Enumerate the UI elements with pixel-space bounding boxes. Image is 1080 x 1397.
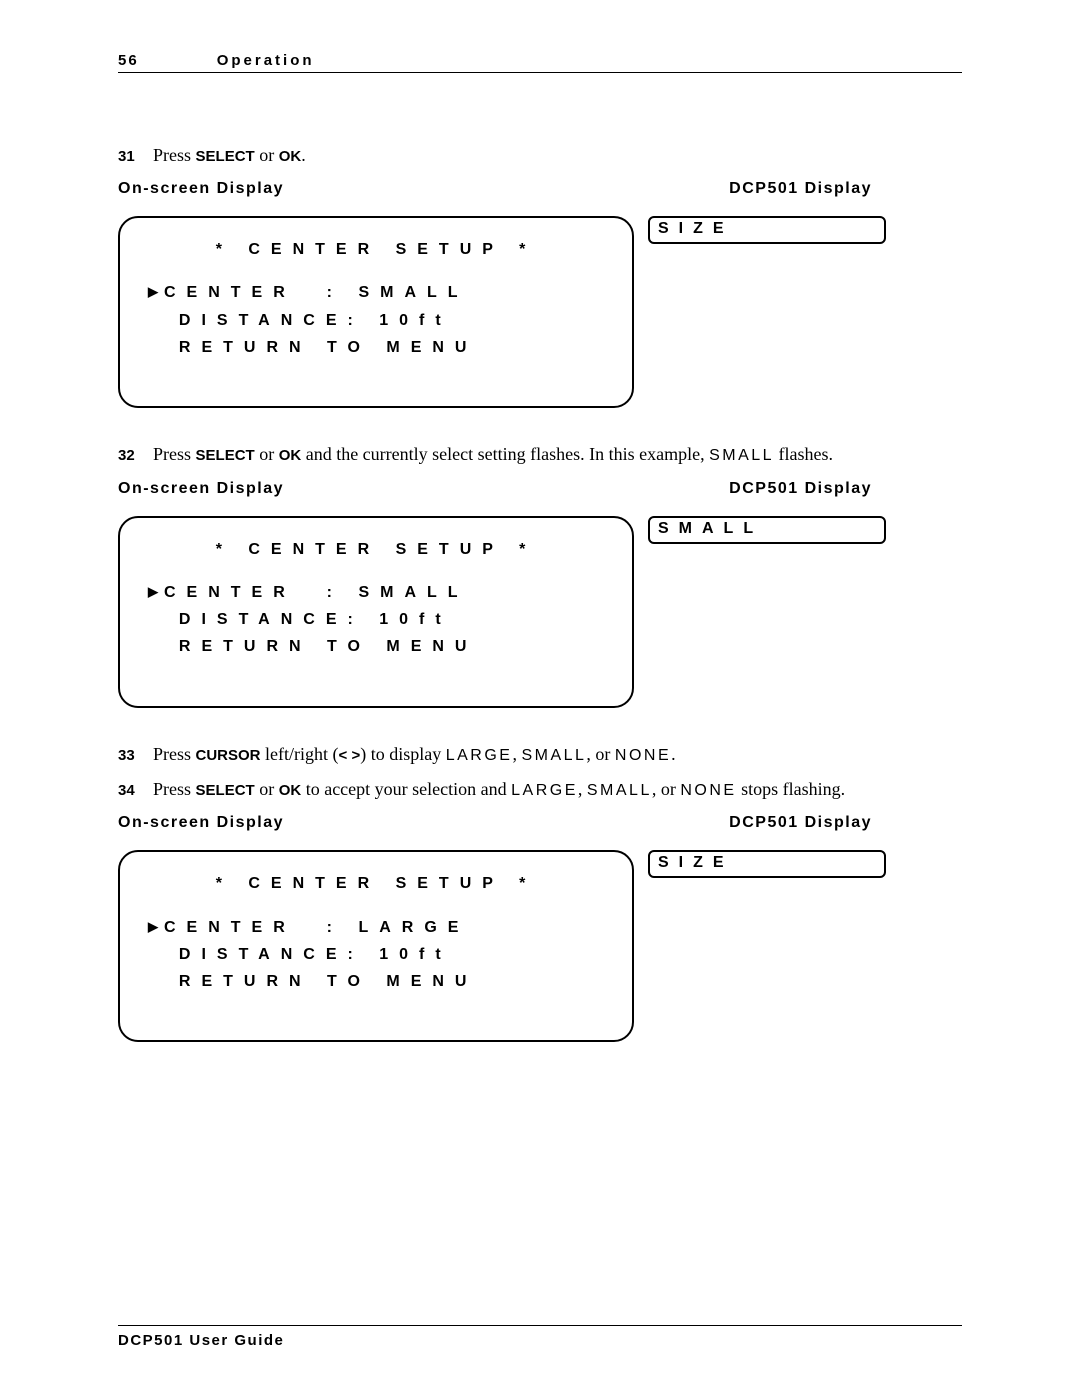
dcp-box: SMALL: [648, 516, 886, 544]
page-number: 56: [118, 52, 139, 69]
cursor-icon: ▶: [148, 916, 158, 938]
page-footer: DCP501 User Guide: [118, 1325, 962, 1349]
osd-title: * CENTER SETUP *: [140, 870, 612, 897]
cursor-icon: ▶: [148, 581, 158, 603]
osd-title: * CENTER SETUP *: [140, 236, 612, 263]
display-labels: On-screen Display DCP501 Display: [118, 180, 962, 198]
step-text: Press SELECT or OK and the currently sel…: [153, 442, 833, 467]
osd-line: DISTANCE: 10ft: [140, 307, 612, 334]
step-text: Press SELECT or OK to accept your select…: [153, 777, 845, 802]
osd-line: ▶CENTER : SMALL: [140, 579, 612, 606]
osd-line: DISTANCE: 10ft: [140, 606, 612, 633]
step-34: 34 Press SELECT or OK to accept your sel…: [118, 777, 962, 802]
osd-box: * CENTER SETUP * ▶CENTER : SMALL DISTANC…: [118, 216, 634, 408]
dcp-box: SIZE: [648, 850, 886, 878]
step-text: Press CURSOR left/right (< >) to display…: [153, 742, 676, 767]
section-title: Operation: [217, 52, 315, 69]
osd-title: * CENTER SETUP *: [140, 536, 612, 563]
display-group-1: * CENTER SETUP * ▶CENTER : SMALL DISTANC…: [118, 216, 962, 408]
osd-label: On-screen Display: [118, 180, 284, 198]
step-number: 33: [118, 747, 153, 764]
step-number: 32: [118, 447, 153, 464]
step-number: 34: [118, 782, 153, 799]
display-labels: On-screen Display DCP501 Display: [118, 480, 962, 498]
osd-line: RETURN TO MENU: [140, 968, 612, 995]
osd-label: On-screen Display: [118, 480, 284, 498]
display-labels: On-screen Display DCP501 Display: [118, 814, 962, 832]
display-group-2: * CENTER SETUP * ▶CENTER : SMALL DISTANC…: [118, 516, 962, 708]
osd-box: * CENTER SETUP * ▶CENTER : LARGE DISTANC…: [118, 850, 634, 1042]
osd-line: ▶CENTER : LARGE: [140, 914, 612, 941]
osd-label: On-screen Display: [118, 814, 284, 832]
osd-line: ▶CENTER : SMALL: [140, 279, 612, 306]
cursor-icon: ▶: [148, 281, 158, 303]
step-31: 31 Press SELECT or OK.: [118, 143, 962, 168]
dcp-label: DCP501 Display: [729, 814, 872, 832]
step-32: 32 Press SELECT or OK and the currently …: [118, 442, 962, 467]
step-text: Press SELECT or OK.: [153, 143, 306, 168]
dcp-box: SIZE: [648, 216, 886, 244]
step-number: 31: [118, 148, 153, 165]
osd-line: DISTANCE: 10ft: [140, 941, 612, 968]
dcp-label: DCP501 Display: [729, 480, 872, 498]
osd-line: RETURN TO MENU: [140, 334, 612, 361]
page-header: 56 Operation: [118, 52, 962, 73]
osd-line: RETURN TO MENU: [140, 633, 612, 660]
step-33: 33 Press CURSOR left/right (< >) to disp…: [118, 742, 962, 767]
dcp-label: DCP501 Display: [729, 180, 872, 198]
osd-box: * CENTER SETUP * ▶CENTER : SMALL DISTANC…: [118, 516, 634, 708]
display-group-3: * CENTER SETUP * ▶CENTER : LARGE DISTANC…: [118, 850, 962, 1042]
